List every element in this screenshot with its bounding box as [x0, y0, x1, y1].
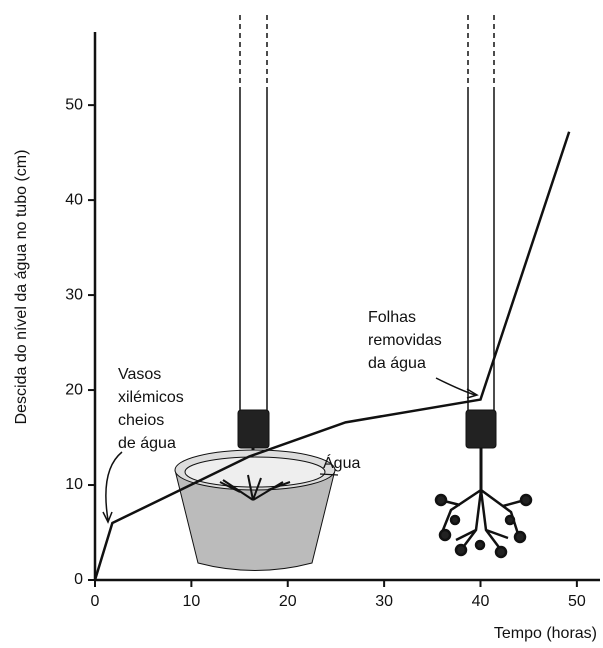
leaves-note: Folhas removidas da água [368, 309, 442, 372]
annotation: Vasos [118, 366, 161, 383]
y-tick-label: 20 [65, 381, 83, 398]
x-tick-label: 20 [279, 593, 297, 610]
y-axis-label: Descida do nível da água no tubo (cm) [13, 150, 30, 425]
annotation: de água [118, 435, 176, 452]
y-tick-label: 50 [65, 96, 83, 113]
y-tick-label: 10 [65, 476, 83, 493]
annotation: removidas [368, 332, 442, 349]
y-tick-label: 30 [65, 286, 83, 303]
annotation: da água [368, 355, 426, 372]
x-tick-label: 30 [375, 593, 393, 610]
annotation: Água [323, 453, 360, 472]
xylem-note: Vasos xilémicos cheios de água [118, 366, 184, 452]
annotation: cheios [118, 412, 164, 429]
annotation: xilémicos [118, 389, 184, 406]
y-tick-label: 0 [74, 571, 83, 588]
x-tick-label: 40 [472, 593, 490, 610]
annotation: Folhas [368, 309, 416, 326]
y-tick-label: 40 [65, 191, 83, 208]
x-tick-label: 10 [182, 593, 200, 610]
data-line [93, 131, 571, 581]
x-axis-label: Tempo (horas) [494, 625, 597, 642]
illustration [102, 15, 533, 571]
x-tick-label: 0 [91, 593, 100, 610]
x-tick-label: 50 [568, 593, 586, 610]
